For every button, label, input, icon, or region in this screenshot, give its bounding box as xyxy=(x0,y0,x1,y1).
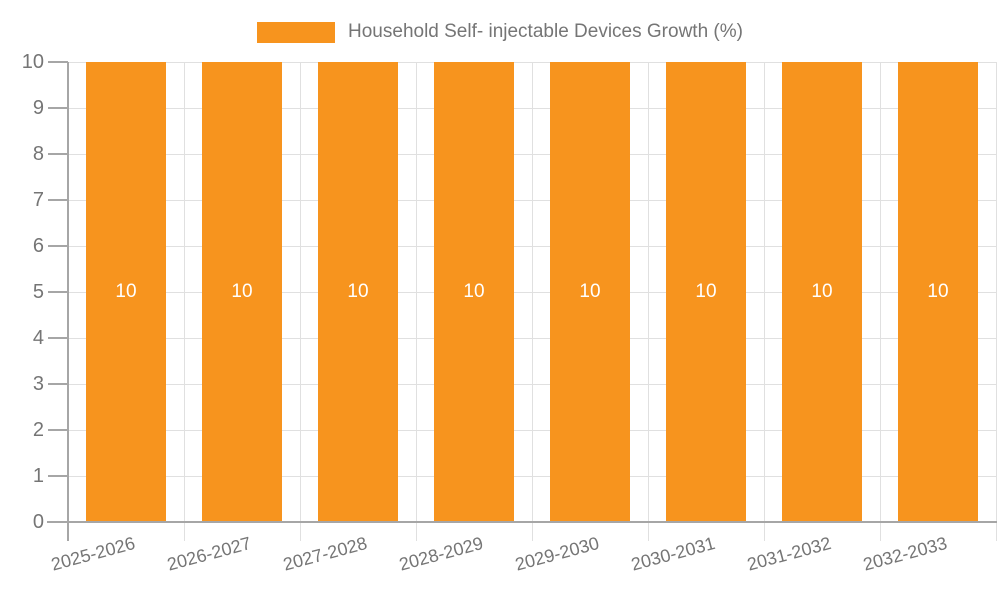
x-axis-label: 2029-2030 xyxy=(512,533,602,575)
y-axis-label: 6 xyxy=(32,235,44,257)
bar[interactable] xyxy=(550,62,630,522)
x-axis-label: 2028-2029 xyxy=(396,533,486,575)
y-tick xyxy=(48,245,68,247)
legend[interactable]: Household Self- injectable Devices Growt… xyxy=(0,16,1000,48)
x-axis-label: 2032-2033 xyxy=(860,533,950,575)
y-axis-label: 5 xyxy=(32,281,44,303)
bar-value-label: 10 xyxy=(811,281,833,302)
x-axis-label: 2026-2027 xyxy=(164,533,254,575)
legend-swatch xyxy=(257,21,336,43)
y-tick xyxy=(48,107,68,109)
bar-value-label: 10 xyxy=(927,281,949,302)
y-tick xyxy=(48,337,68,339)
x-gridline xyxy=(415,62,417,541)
x-gridline xyxy=(763,62,765,541)
y-tick xyxy=(48,429,68,431)
bar[interactable] xyxy=(86,62,166,522)
bar[interactable] xyxy=(202,62,282,522)
legend-label: Household Self- injectable Devices Growt… xyxy=(348,21,743,42)
x-gridline xyxy=(183,62,185,541)
bar-value-label: 10 xyxy=(695,281,717,302)
bar-value-label: 10 xyxy=(115,281,137,302)
bar-value-label: 10 xyxy=(579,281,601,302)
y-axis-label: 0 xyxy=(32,511,44,533)
bar[interactable] xyxy=(782,62,862,522)
y-axis-label: 3 xyxy=(32,373,44,395)
x-gridline xyxy=(299,62,301,541)
y-axis-label: 2 xyxy=(32,419,44,441)
y-axis-label: 4 xyxy=(32,327,44,349)
bar[interactable] xyxy=(666,62,746,522)
y-axis-label: 8 xyxy=(32,143,44,165)
y-axis-label: 9 xyxy=(32,97,44,119)
x-gridline xyxy=(995,62,997,541)
y-tick xyxy=(48,475,68,477)
x-axis-label: 2025-2026 xyxy=(48,533,138,575)
x-axis-label: 2031-2032 xyxy=(744,533,834,575)
y-axis-label: 7 xyxy=(32,189,44,211)
y-tick xyxy=(48,291,68,293)
bar[interactable] xyxy=(318,62,398,522)
x-gridline xyxy=(531,62,533,541)
x-gridline xyxy=(879,62,881,541)
y-tick xyxy=(48,153,68,155)
x-axis-label: 2030-2031 xyxy=(628,533,718,575)
bar-value-label: 10 xyxy=(347,281,369,302)
y-axis-label: 10 xyxy=(21,51,44,73)
y-tick xyxy=(48,383,68,385)
y-axis-label: 1 xyxy=(32,465,44,487)
x-axis-label: 2027-2028 xyxy=(280,533,370,575)
x-gridline xyxy=(647,62,649,541)
x-axis-line xyxy=(47,521,997,523)
y-axis-line xyxy=(67,62,69,541)
bar[interactable] xyxy=(434,62,514,522)
bar-value-label: 10 xyxy=(463,281,485,302)
y-tick xyxy=(48,61,68,63)
bar[interactable] xyxy=(898,62,978,522)
bar-value-label: 10 xyxy=(231,281,253,302)
y-tick xyxy=(48,199,68,201)
